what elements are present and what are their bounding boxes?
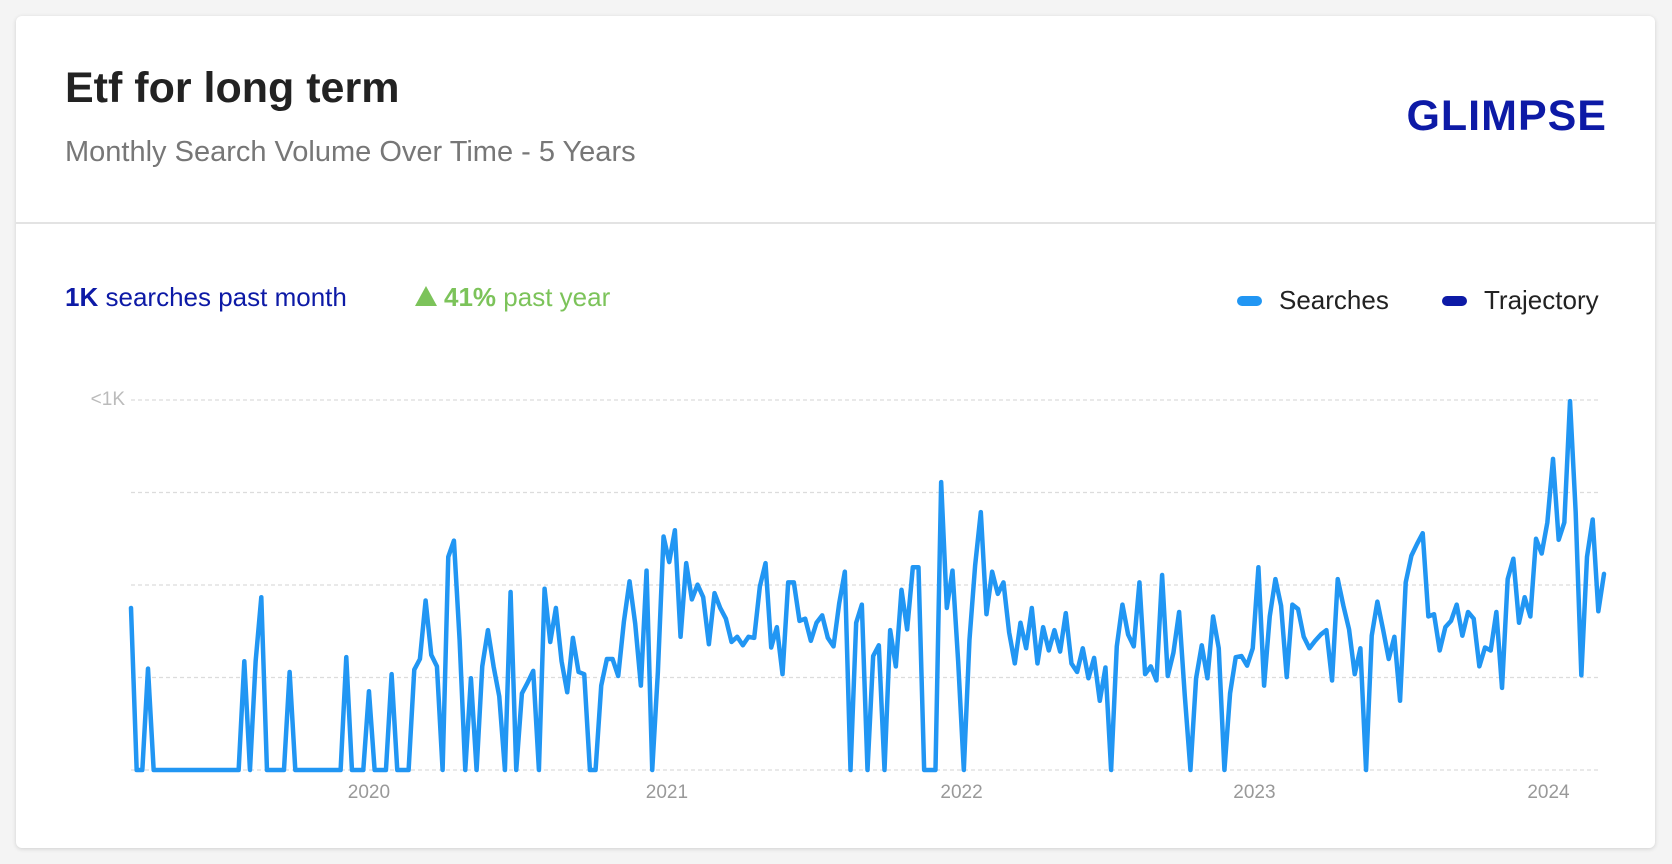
divider: [16, 222, 1655, 224]
change-label: past year: [503, 282, 611, 312]
x-tick-label: 2021: [646, 782, 688, 803]
x-tick-label: 2022: [940, 782, 982, 803]
searches-line: [128, 398, 1607, 773]
change-stat: 41% past year: [414, 282, 610, 313]
legend-label: Trajectory: [1484, 285, 1599, 315]
triangle: [415, 286, 437, 306]
x-tick-label: 2020: [348, 782, 390, 803]
x-tick-label: 2023: [1233, 782, 1275, 803]
y-tick-label: <1K: [91, 389, 126, 410]
change-value: 41%: [444, 282, 497, 312]
legend-swatch: [1237, 296, 1262, 306]
searches-label: searches past month: [105, 282, 347, 312]
subtitle: Monthly Search Volume Over Time - 5 Year…: [65, 136, 636, 168]
legend-label: Searches: [1279, 285, 1389, 315]
searches-stat: 1K searches past month: [65, 282, 347, 313]
title: Etf for long term: [65, 64, 400, 112]
legend-swatch: [1442, 296, 1467, 306]
searches-value: 1K: [65, 282, 99, 312]
up-triangle: [415, 286, 437, 306]
logo: GLIMPSE: [1406, 92, 1607, 140]
x-tick-label: 2024: [1527, 782, 1570, 803]
